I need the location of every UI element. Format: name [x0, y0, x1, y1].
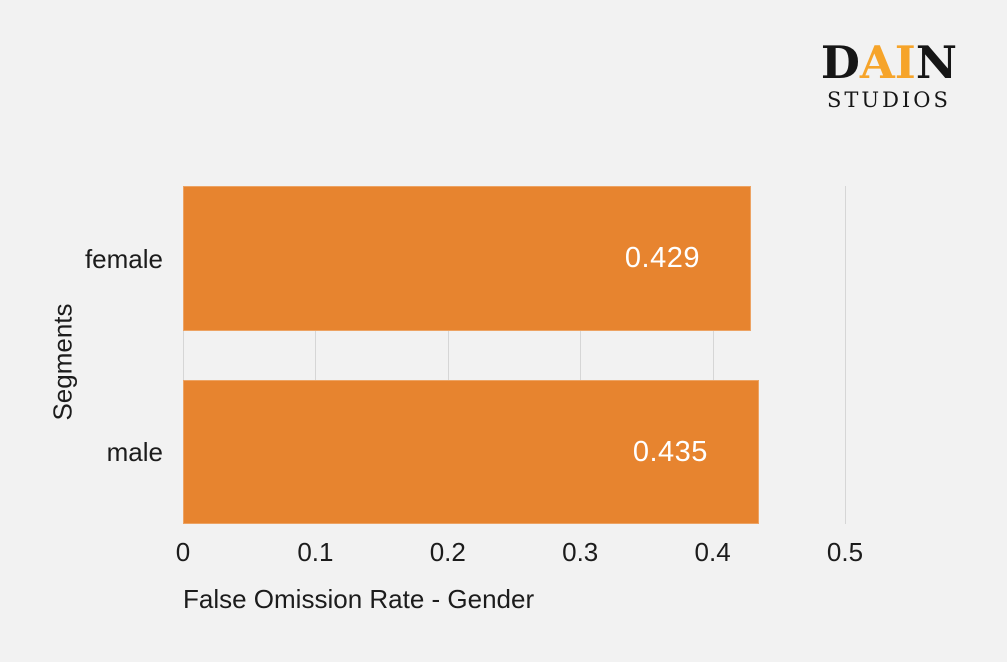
x-tick-label-0.1: 0.1 [297, 537, 334, 567]
x-tick-label-0: 0 [175, 537, 191, 567]
x-tick-label-0.2: 0.2 [429, 537, 466, 567]
bar-male: 0.435 [183, 380, 759, 524]
logo-wordmark: DAIN [821, 40, 957, 85]
x-tick-label-0.4: 0.4 [694, 537, 731, 567]
plot-area: 0.429 0.435 [183, 186, 846, 524]
bar-female: 0.429 [183, 186, 751, 331]
logo-letter-D: D [820, 36, 860, 89]
dain-studios-logo: DAIN STUDIOS [821, 40, 957, 112]
logo-letter-N: N [915, 36, 957, 89]
gridline-x-0.2 [447, 186, 449, 524]
bar-value-label-female: 0.429 [624, 242, 700, 274]
x-axis-title: False Omission Rate - Gender [183, 584, 535, 614]
bar-value-label-male: 0.435 [632, 435, 708, 468]
x-tick-label-0.3: 0.3 [562, 537, 599, 567]
gridline-x-0.4 [712, 186, 714, 524]
y-axis-title: Segments [47, 303, 78, 421]
category-label-female: female [84, 243, 163, 274]
logo-subtitle: STUDIOS [827, 88, 951, 112]
gridline-x-0.3 [580, 186, 582, 524]
logo-letter-A: A [859, 36, 895, 89]
category-label-male: male [106, 437, 163, 467]
x-tick-label-0.5: 0.5 [826, 537, 864, 567]
logo-letter-I: I [894, 36, 916, 89]
gridline-x-0.5 [845, 186, 846, 524]
gridline-x-0 [183, 186, 184, 524]
gridline-x-0.1 [315, 186, 317, 524]
